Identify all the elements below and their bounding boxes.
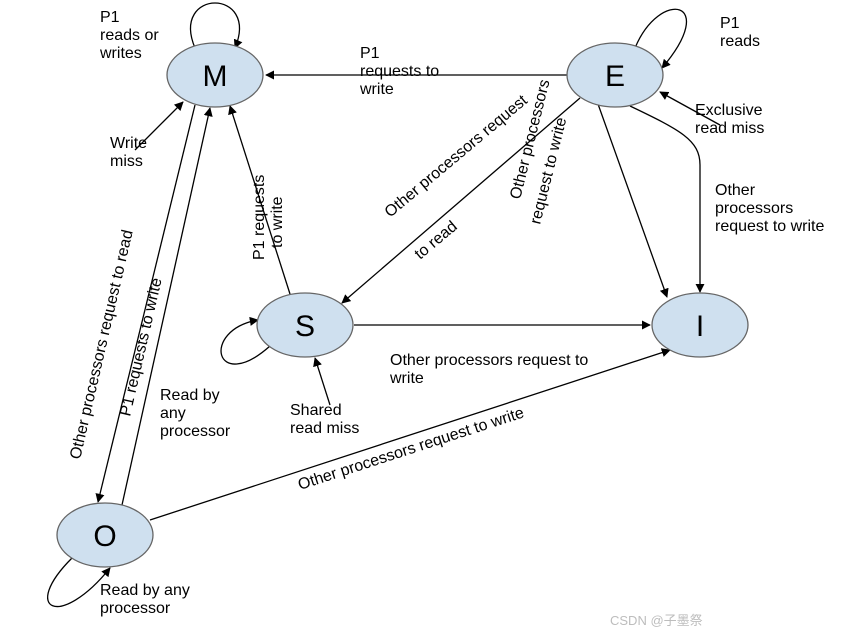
label-e-self-2: reads bbox=[720, 33, 760, 50]
svg-text:M: M bbox=[203, 60, 228, 93]
label-e-to-i-3: request to write bbox=[715, 218, 824, 235]
label-m-self-2: reads or bbox=[100, 27, 159, 44]
label-e-self-1: P1 bbox=[720, 15, 740, 32]
label-s-to-i-2: write bbox=[389, 370, 424, 387]
label-s-self-1: Read by bbox=[160, 387, 220, 404]
node-o: O bbox=[57, 503, 153, 567]
label-e-to-s: Other processors request bbox=[382, 92, 532, 221]
label-s-to-m-1: P1 requests bbox=[251, 175, 268, 260]
label-s-self-3: processor bbox=[160, 423, 231, 440]
watermark: CSDN @子墨祭 bbox=[610, 613, 703, 628]
label-s-self-2: any bbox=[160, 405, 186, 422]
label-e-to-m-1: P1 bbox=[360, 45, 380, 62]
label-e-to-i-1: Other bbox=[715, 182, 756, 199]
label-o-self-2: processor bbox=[100, 600, 171, 617]
moesi-diagram: P1 reads or writes P1 reads P1 requests … bbox=[0, 0, 850, 637]
label-e-in-1: Exclusive bbox=[695, 102, 763, 119]
label-m-in-1: Write bbox=[110, 135, 147, 152]
label-s-in-2: read miss bbox=[290, 420, 359, 437]
label-s-to-m-2: to write bbox=[269, 196, 286, 248]
node-m: M bbox=[167, 43, 263, 107]
edge-m-to-i-diag bbox=[598, 104, 667, 297]
edge-e-to-i-vert-start bbox=[630, 106, 700, 165]
svg-text:E: E bbox=[605, 60, 625, 93]
label-s-to-i-1: Other processors request to bbox=[390, 352, 588, 369]
edge-m-self bbox=[191, 3, 240, 48]
label-o-self-1: Read by any bbox=[100, 582, 190, 599]
node-s: S bbox=[257, 293, 353, 357]
label-m-self-1: P1 bbox=[100, 9, 120, 26]
svg-text:I: I bbox=[696, 310, 704, 343]
label-e-to-m-2: requests to bbox=[360, 63, 439, 80]
label-m-self-3: writes bbox=[99, 45, 142, 62]
label-o-to-m: P1 requests to write bbox=[117, 276, 165, 418]
svg-text:O: O bbox=[93, 520, 116, 553]
node-e: E bbox=[567, 43, 663, 107]
label-e-to-s-b: to read bbox=[412, 218, 461, 263]
label-e-in-2: read miss bbox=[695, 120, 764, 137]
node-i: I bbox=[652, 293, 748, 357]
svg-text:S: S bbox=[295, 310, 315, 343]
label-s-in-1: Shared bbox=[290, 402, 342, 419]
label-m-to-o: Other processors request to read bbox=[67, 228, 136, 461]
label-e-to-i-2: processors bbox=[715, 200, 793, 217]
label-e-to-m-3: write bbox=[359, 81, 394, 98]
label-m-in-2: miss bbox=[110, 153, 143, 170]
edge-shared-s bbox=[315, 358, 330, 405]
